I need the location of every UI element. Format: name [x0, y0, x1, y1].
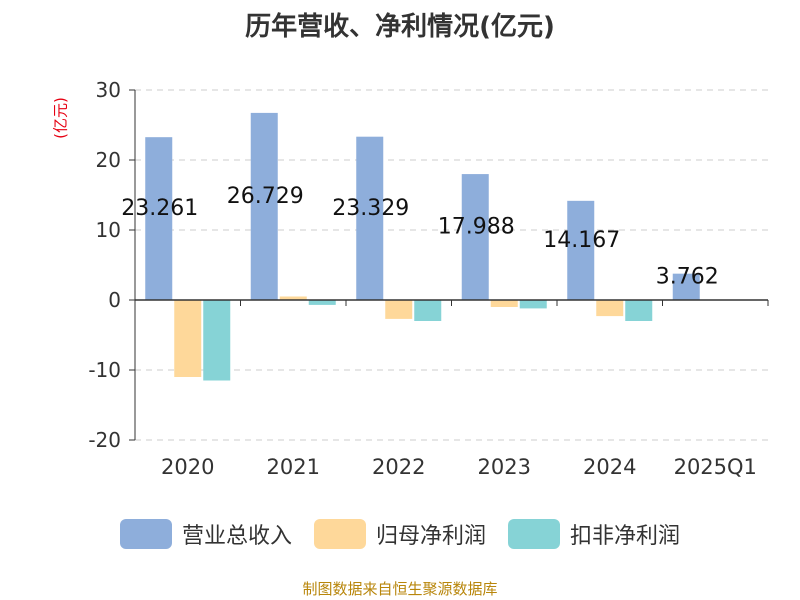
y-tick-label: -10	[88, 358, 121, 382]
bar-revenue[interactable]	[567, 200, 595, 300]
revenue-value-label: 23.261	[121, 196, 198, 221]
x-tick-label: 2025Q1	[674, 455, 757, 479]
revenue-value-label: 3.762	[656, 264, 719, 289]
x-tick-label: 2022	[372, 455, 425, 479]
bar-revenue[interactable]	[250, 112, 278, 300]
data-source-note: 制图数据来自恒生聚源数据库	[302, 580, 498, 598]
bar-deducted-net-profit[interactable]	[519, 300, 547, 309]
y-tick-label: 0	[108, 288, 121, 312]
legend-label-parent-net-profit: 归母净利润	[375, 524, 486, 549]
legend-swatch-deducted-net-profit	[508, 519, 560, 549]
bar-deducted-net-profit[interactable]	[625, 300, 653, 321]
axes: 30 20 10 0 -10 -20 2020 2021 2022 2023 2024 2025Q1	[88, 78, 769, 479]
bar-parent-net-profit[interactable]	[174, 300, 202, 377]
revenue-value-label: 23.329	[332, 196, 409, 221]
bar-deducted-net-profit[interactable]	[414, 300, 442, 321]
bar-revenue[interactable]	[461, 174, 489, 300]
legend-label-revenue: 营业总收入	[181, 524, 292, 549]
bar-deducted-net-profit[interactable]	[203, 300, 231, 381]
legend-label-deducted-net-profit: 扣非净利润	[570, 524, 681, 549]
legend-swatch-revenue	[119, 519, 172, 549]
y-tick-label: -20	[88, 428, 121, 452]
legend-item-revenue[interactable]: 营业总收入	[119, 518, 292, 550]
y-tick-label: 10	[96, 218, 121, 242]
revenue-value-label: 14.167	[543, 228, 620, 253]
revenue-value-label: 26.729	[227, 184, 304, 209]
bar-revenue[interactable]	[356, 136, 384, 300]
bar-revenue[interactable]	[672, 273, 700, 300]
x-tick-label: 2020	[161, 455, 214, 479]
legend-item-deducted-net-profit[interactable]: 扣非净利润	[508, 518, 680, 550]
bar-parent-net-profit[interactable]	[490, 300, 518, 307]
chart-title: 历年营收、净利情况(亿元)	[245, 12, 555, 42]
legend-swatch-parent-net-profit	[313, 519, 366, 549]
bars	[145, 112, 700, 381]
bar-parent-net-profit[interactable]	[596, 300, 624, 317]
value-labels: 23.261 26.729 23.329 17.988 14.167 3.762	[121, 184, 718, 289]
legend: 营业总收入 归母净利润 扣非净利润	[0, 518, 800, 550]
revenue-value-label: 17.988	[438, 215, 515, 240]
bar-parent-net-profit[interactable]	[279, 296, 307, 301]
bar-deducted-net-profit[interactable]	[308, 300, 336, 305]
x-tick-label: 2023	[478, 455, 531, 479]
y-tick-label: 30	[96, 78, 121, 102]
x-tick-label: 2021	[267, 455, 320, 479]
bar-revenue[interactable]	[145, 137, 173, 300]
y-tick-label: 20	[96, 148, 121, 172]
legend-item-parent-net-profit[interactable]: 归母净利润	[313, 518, 486, 550]
x-tick-label: 2024	[583, 455, 636, 479]
bar-parent-net-profit[interactable]	[385, 300, 413, 319]
